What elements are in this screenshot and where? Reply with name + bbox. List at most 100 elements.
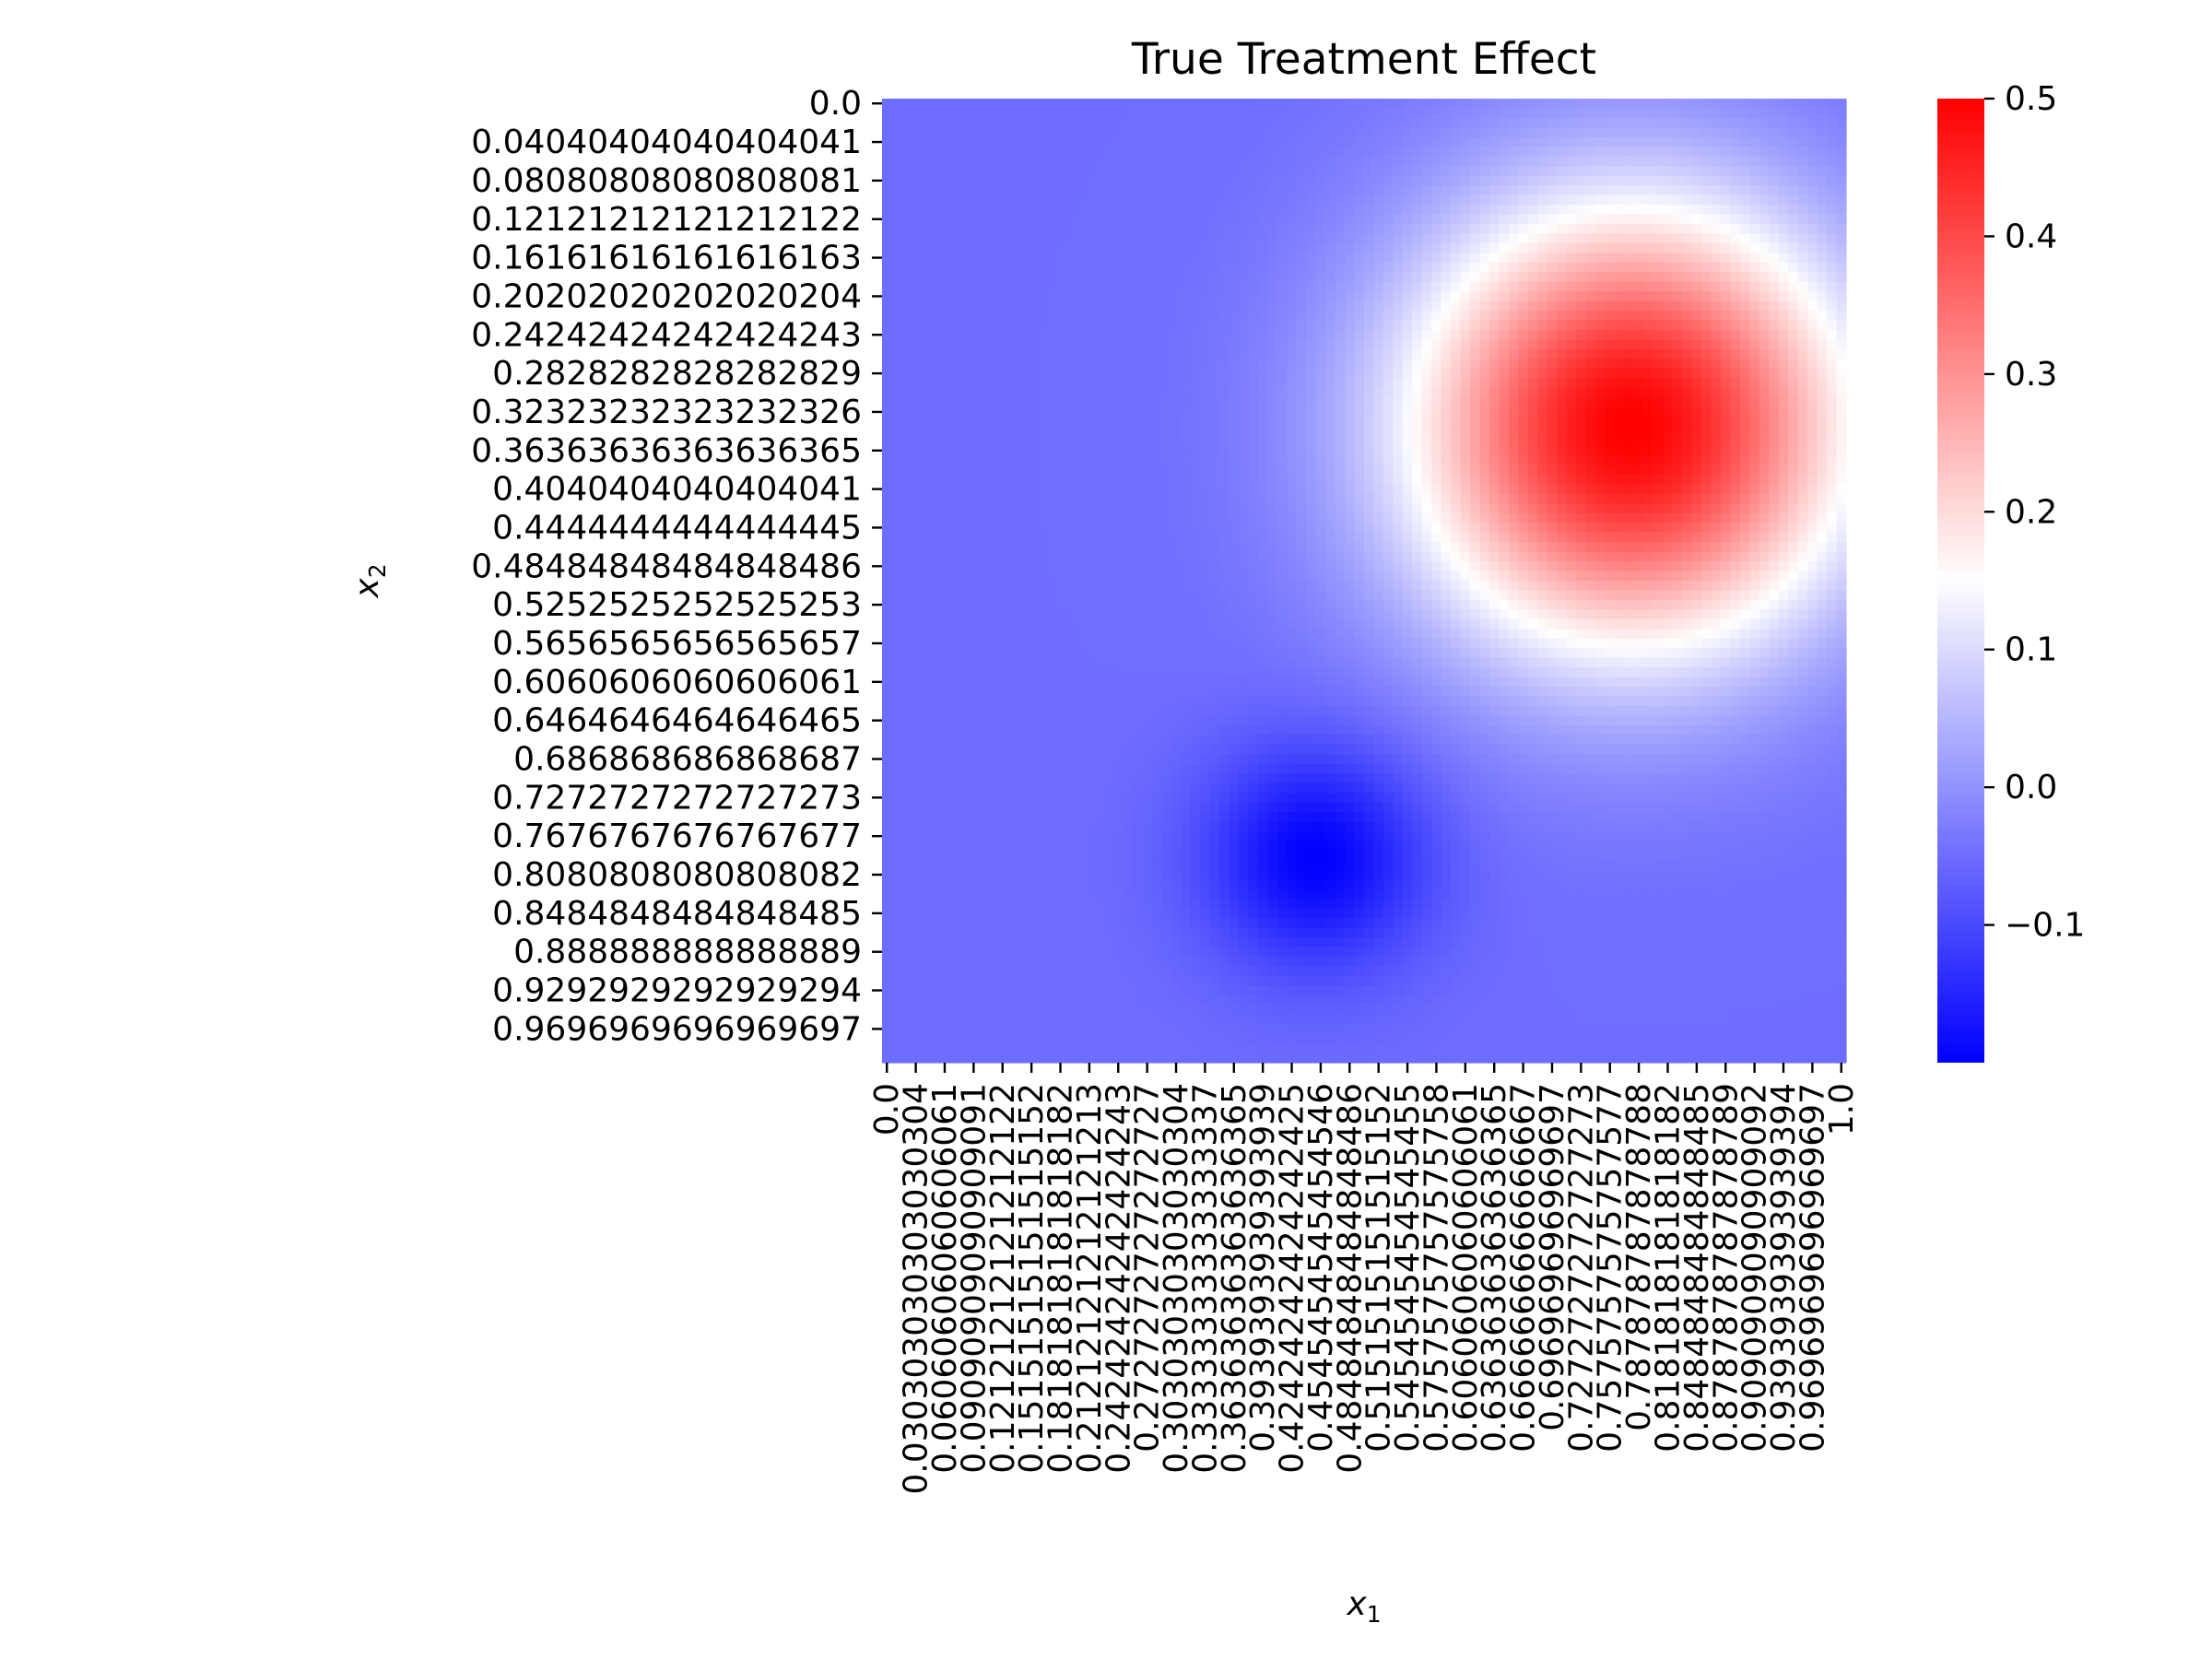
heatmap-cell [1296, 320, 1307, 331]
heatmap-cell [1595, 493, 1606, 504]
heatmap-cell [1701, 339, 1712, 350]
heatmap-cell [1585, 99, 1596, 110]
heatmap-cell [1171, 542, 1182, 553]
heatmap-cell [1151, 571, 1162, 582]
heatmap-cell [1123, 147, 1134, 158]
heatmap-cell [1209, 233, 1220, 244]
heatmap-cell [1653, 185, 1664, 196]
heatmap-cell [1026, 359, 1037, 370]
heatmap-cell [1036, 214, 1047, 225]
heatmap-cell [1382, 339, 1394, 350]
heatmap-cell [1354, 532, 1365, 543]
heatmap-cell [1827, 426, 1838, 437]
heatmap-cell [930, 571, 941, 582]
heatmap-cell [1315, 387, 1326, 398]
heatmap-cell [1672, 262, 1683, 273]
heatmap-cell [1807, 445, 1818, 456]
heatmap-cell [1817, 330, 1828, 341]
heatmap-cell [1643, 108, 1654, 119]
heatmap-cell [1701, 291, 1712, 302]
heatmap-cell [1730, 253, 1741, 264]
heatmap-cell [1778, 512, 1789, 524]
heatmap-cell [997, 445, 1008, 456]
heatmap-cell [1470, 242, 1481, 253]
heatmap-cell [1672, 291, 1683, 302]
heatmap-cell [1296, 291, 1307, 302]
heatmap-cell [1691, 136, 1702, 147]
heatmap-cell [1123, 320, 1134, 331]
heatmap-cell [1315, 127, 1326, 138]
heatmap-cell [1132, 136, 1144, 147]
heatmap-cell [1749, 147, 1760, 158]
heatmap-cell [1499, 571, 1510, 582]
heatmap-cell [1711, 406, 1722, 418]
heatmap-cell [1171, 262, 1182, 273]
heatmap-cell [1006, 387, 1018, 398]
heatmap-cell [1006, 108, 1018, 119]
heatmap-cell [1691, 455, 1702, 466]
heatmap-cell [1055, 523, 1066, 534]
heatmap-cell [1827, 272, 1838, 283]
heatmap-cell [1749, 417, 1760, 428]
heatmap-cell [1778, 542, 1789, 553]
heatmap-cell [949, 311, 960, 322]
heatmap-cell [1460, 406, 1471, 418]
heatmap-cell [1017, 233, 1028, 244]
heatmap-cell [1721, 262, 1732, 273]
heatmap-cell [1277, 426, 1288, 437]
heatmap-cell [1190, 512, 1201, 524]
heatmap-cell [1460, 223, 1471, 235]
heatmap-cell [1739, 108, 1750, 119]
heatmap-cell [1759, 561, 1770, 572]
heatmap-cell [1663, 166, 1674, 177]
heatmap-cell [1382, 291, 1394, 302]
heatmap-cell [1663, 503, 1674, 514]
heatmap-cell [1557, 205, 1568, 216]
heatmap-cell [1778, 348, 1789, 360]
heatmap-cell [1421, 532, 1432, 543]
heatmap-cell [949, 194, 960, 206]
heatmap-cell [911, 493, 922, 504]
heatmap-cell [1209, 272, 1220, 283]
heatmap-cell [1325, 205, 1336, 216]
heatmap-cell [1200, 542, 1211, 553]
heatmap-cell [1248, 156, 1259, 167]
heatmap-cell [1508, 378, 1519, 389]
heatmap-cell [1084, 426, 1095, 437]
heatmap-cell [1431, 253, 1442, 264]
heatmap-cell [1248, 242, 1259, 253]
heatmap-cell [1653, 561, 1664, 572]
heatmap-cell [1547, 214, 1558, 225]
heatmap-cell [1006, 551, 1018, 562]
heatmap-cell [1739, 253, 1750, 264]
heatmap-cell [1595, 262, 1606, 273]
heatmap-cell [1431, 194, 1442, 206]
heatmap-cell [1547, 291, 1558, 302]
heatmap-cell [1325, 445, 1336, 456]
heatmap-cell [1219, 262, 1230, 273]
heatmap-cell [1479, 117, 1490, 128]
heatmap-cell [1209, 136, 1220, 147]
heatmap-cell [1306, 523, 1317, 534]
heatmap-cell [1721, 147, 1732, 158]
heatmap-cell [1248, 300, 1259, 312]
heatmap-cell [1325, 272, 1336, 283]
heatmap-cell [988, 223, 999, 235]
heatmap-cell [1441, 465, 1452, 476]
heatmap-cell [1537, 455, 1548, 466]
heatmap-cell [911, 378, 922, 389]
heatmap-cell [1711, 223, 1722, 235]
heatmap-cell [1045, 136, 1056, 147]
heatmap-cell [1778, 136, 1789, 147]
heatmap-cell [1614, 136, 1626, 147]
heatmap-cell [1142, 397, 1153, 408]
heatmap-cell [1094, 223, 1105, 235]
heatmap-cell [1181, 127, 1192, 138]
heatmap-cell [1017, 523, 1028, 534]
heatmap-cell [1460, 136, 1471, 147]
heatmap-cell [1354, 175, 1365, 186]
heatmap-cell [997, 205, 1008, 216]
heatmap-cell [1653, 348, 1664, 360]
heatmap-cell [1547, 561, 1558, 572]
